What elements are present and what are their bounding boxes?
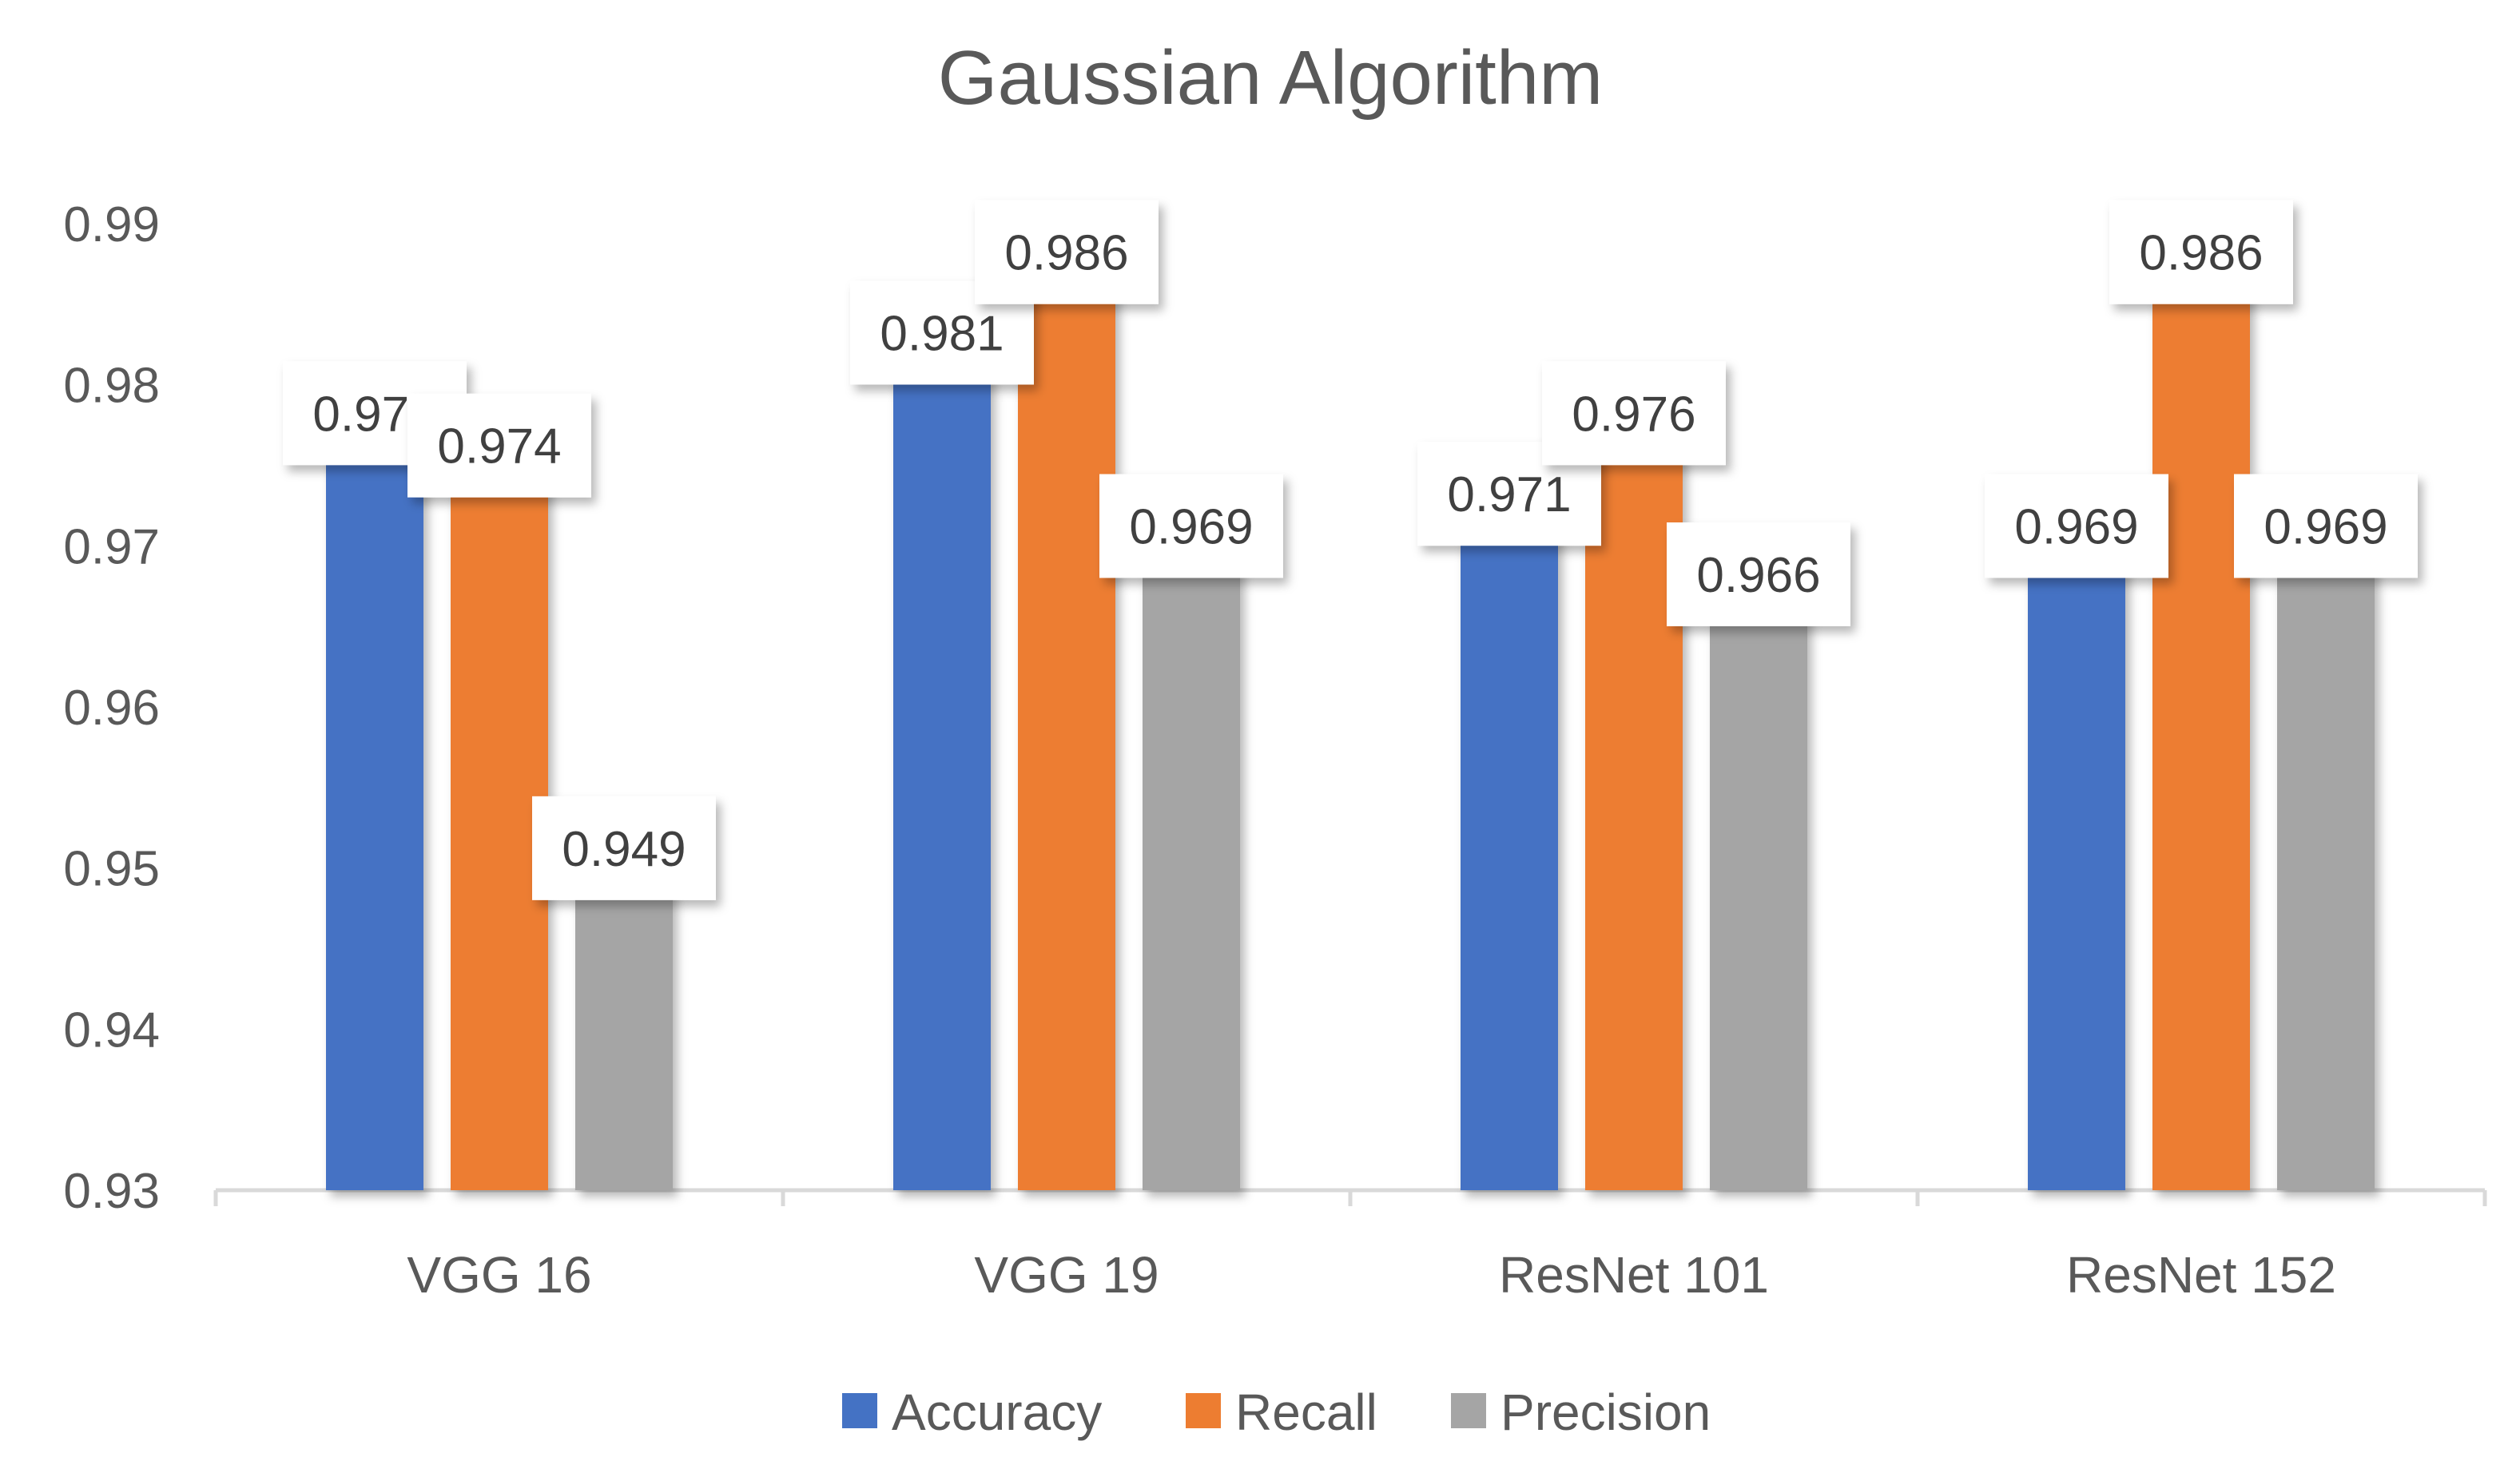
data-label-text: 0.966	[1696, 548, 1820, 603]
x-tick-label: ResNet 101	[1499, 1246, 1769, 1304]
data-label: 0.976	[1542, 361, 1726, 466]
data-label-box	[1542, 361, 1726, 466]
y-tick-label: 0.93	[63, 1164, 160, 1219]
data-label-box	[1985, 474, 2168, 578]
data-label-text: 0.969	[2264, 500, 2387, 555]
x-axis: VGG 16 VGG 19 ResNet 101 ResNet 152	[213, 1188, 2487, 1304]
bar-accuracy	[1461, 530, 1558, 1190]
legend-label: Recall	[1235, 1384, 1377, 1441]
data-label: 0.966	[1667, 522, 1850, 626]
data-label-text: 0.969	[1129, 500, 1253, 555]
x-tick-label: VGG 16	[407, 1246, 591, 1304]
y-tick-label: 0.98	[63, 359, 160, 414]
bar-accuracy	[326, 449, 423, 1190]
y-tick-label: 0.95	[63, 842, 160, 897]
data-label-box	[2234, 474, 2418, 578]
y-tick-label: 0.96	[63, 681, 160, 736]
data-label: 0.986	[975, 200, 1159, 304]
x-tick-label: VGG 19	[974, 1246, 1159, 1304]
data-label-box	[2109, 200, 2293, 304]
data-label-text: 0.981	[880, 307, 1004, 362]
chart-title: Gaussian Algorithm	[938, 35, 1603, 121]
data-label: 0.969	[2234, 474, 2418, 578]
legend-item: Precision	[1451, 1384, 1711, 1441]
data-label-text: 0.969	[2014, 500, 2138, 555]
data-label-text: 0.971	[1447, 467, 1571, 522]
bar-accuracy	[2028, 562, 2125, 1190]
data-label-box	[1099, 474, 1283, 578]
legend-swatch	[1451, 1393, 1486, 1428]
y-tick-label: 0.94	[63, 1002, 160, 1058]
data-label-text: 0.976	[1572, 387, 1695, 442]
bar-precision	[1710, 610, 1807, 1190]
legend-label: Accuracy	[892, 1384, 1102, 1441]
bar-precision	[1143, 562, 1240, 1190]
data-label-text: 0.974	[437, 419, 561, 474]
bars-group	[326, 288, 2375, 1191]
data-label-box	[975, 200, 1159, 304]
y-tick-label: 0.99	[63, 197, 160, 252]
data-label-box	[1667, 522, 1850, 626]
bar-recall	[1018, 288, 1115, 1191]
data-label-text: 0.986	[1004, 226, 1128, 281]
legend-swatch	[842, 1393, 877, 1428]
legend-label: Precision	[1500, 1384, 1711, 1441]
y-axis: 0.93 0.94 0.95 0.96 0.97 0.98 0.99	[63, 197, 160, 1219]
data-label: 0.969	[1099, 474, 1283, 578]
data-label: 0.969	[1985, 474, 2168, 578]
bar-recall	[1585, 449, 1683, 1190]
y-tick-label: 0.97	[63, 519, 160, 574]
legend-item: Accuracy	[842, 1384, 1102, 1441]
bar-precision	[2277, 562, 2375, 1190]
data-label-text: 0.949	[562, 822, 686, 877]
legend-item: Recall	[1186, 1384, 1377, 1441]
x-tick-label: ResNet 152	[2066, 1246, 2336, 1304]
bar-recall	[2152, 288, 2250, 1191]
bar-recall	[451, 481, 548, 1190]
data-label-box	[407, 393, 591, 498]
bar-accuracy	[893, 368, 991, 1190]
data-label: 0.986	[2109, 200, 2293, 304]
legend-swatch	[1186, 1393, 1221, 1428]
data-label: 0.949	[532, 796, 716, 900]
data-label-box	[532, 796, 716, 900]
data-label-text: 0.986	[2139, 226, 2263, 281]
bar-precision	[575, 883, 673, 1190]
legend: Accuracy Recall Precision	[842, 1384, 1711, 1441]
data-label: 0.971	[1417, 442, 1601, 546]
data-labels-group: 0.9760.9740.9490.9810.9860.9690.9710.976…	[283, 200, 2418, 900]
data-label: 0.974	[407, 393, 591, 498]
